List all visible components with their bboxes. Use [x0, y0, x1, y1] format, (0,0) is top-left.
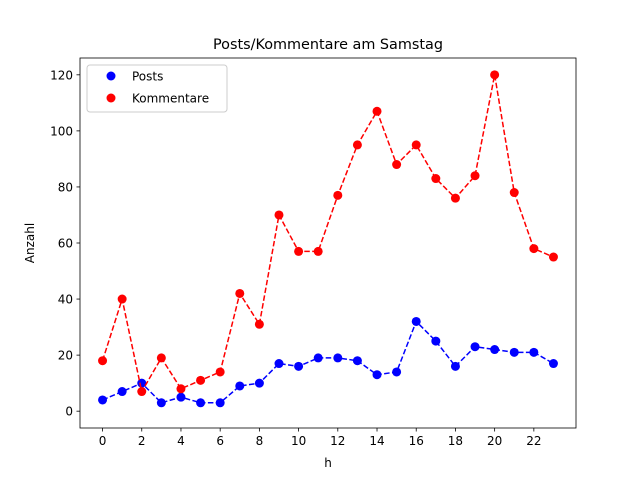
data-point	[215, 398, 225, 408]
data-point	[117, 294, 127, 304]
legend-label: Posts	[132, 70, 163, 84]
data-point	[254, 319, 264, 329]
data-point	[392, 160, 402, 170]
data-point	[176, 392, 186, 402]
y-tick-label: 0	[65, 405, 73, 419]
data-point	[98, 356, 108, 366]
x-tick-label: 8	[256, 434, 264, 448]
x-tick-label: 20	[487, 434, 502, 448]
data-point	[490, 70, 500, 80]
series-line	[101, 74, 554, 394]
y-tick-label: 40	[58, 293, 73, 307]
data-point	[411, 140, 421, 150]
data-point	[529, 347, 539, 357]
legend-marker	[106, 71, 116, 81]
data-point	[372, 370, 382, 380]
data-point	[176, 384, 186, 394]
data-point	[235, 288, 245, 298]
x-tick-label: 2	[138, 434, 146, 448]
legend: Posts Kommentare	[86, 64, 228, 113]
data-point	[156, 398, 166, 408]
x-tick-label: 4	[177, 434, 185, 448]
data-point	[470, 342, 480, 352]
y-tick-label: 100	[50, 124, 73, 138]
data-point	[333, 353, 343, 363]
x-tick-label: 18	[448, 434, 463, 448]
y-axis-label: Anzahl	[23, 223, 37, 263]
data-point	[254, 378, 264, 388]
data-point	[137, 378, 147, 388]
x-tick-label: 0	[99, 434, 107, 448]
data-point	[352, 140, 362, 150]
data-point	[529, 244, 539, 254]
x-tick-label: 10	[291, 434, 306, 448]
x-tick-label: 22	[526, 434, 541, 448]
x-tick-label: 14	[369, 434, 384, 448]
data-point	[490, 345, 500, 355]
x-tick-label: 6	[216, 434, 224, 448]
data-point	[215, 367, 225, 377]
y-tick-label: 20	[58, 349, 73, 363]
y-tick-label: 120	[50, 68, 73, 82]
legend-box	[86, 64, 228, 113]
data-point	[294, 361, 304, 371]
y-tick-label: 60	[58, 237, 73, 251]
series-layer	[98, 70, 558, 408]
data-point	[372, 106, 382, 116]
data-point	[352, 356, 362, 366]
legend-marker	[106, 93, 116, 103]
data-point	[548, 252, 558, 262]
series-2	[98, 70, 558, 397]
data-point	[117, 387, 127, 397]
data-point	[196, 375, 206, 385]
data-point	[274, 210, 284, 220]
data-point	[294, 246, 304, 256]
x-tick-label: 12	[330, 434, 345, 448]
data-point	[450, 193, 460, 203]
data-point	[450, 361, 460, 371]
data-point	[431, 336, 441, 346]
data-point	[98, 395, 108, 405]
x-axis-label: h	[324, 456, 332, 470]
data-point	[137, 387, 147, 397]
data-point	[333, 190, 343, 200]
x-tick-label: 16	[409, 434, 424, 448]
data-point	[509, 347, 519, 357]
plot-frame	[79, 57, 577, 429]
data-point	[548, 359, 558, 369]
chart-title: Posts/Kommentare am Samstag	[213, 37, 443, 53]
data-point	[313, 246, 323, 256]
axes-layer: 0 2 4 6 8 10 12 14 16 18 20 22 0 20 40 60 80 100 120	[50, 68, 541, 448]
data-point	[431, 174, 441, 184]
data-point	[235, 381, 245, 391]
legend-label: Kommentare	[132, 92, 209, 106]
data-point	[470, 171, 480, 181]
data-point	[509, 188, 519, 198]
data-point	[156, 353, 166, 363]
data-point	[411, 316, 421, 326]
data-point	[196, 398, 206, 408]
data-point	[313, 353, 323, 363]
series-1	[98, 316, 558, 408]
y-tick-label: 80	[58, 180, 73, 194]
data-point	[392, 367, 402, 377]
data-point	[274, 359, 284, 369]
